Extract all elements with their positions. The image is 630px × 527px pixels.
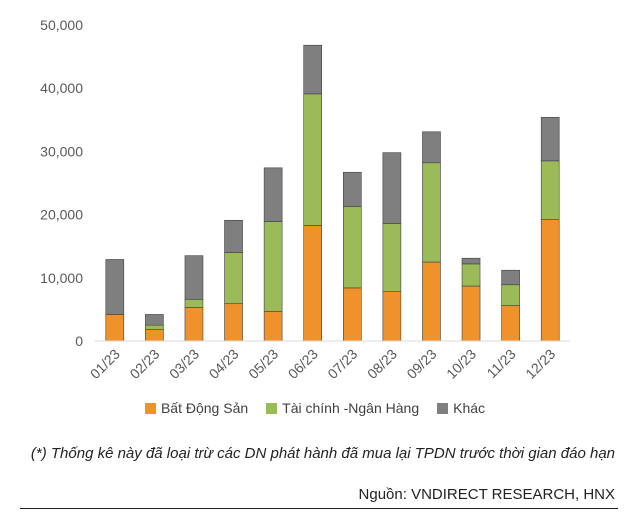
stacked-bar-chart: 0 10,000 20,000 30,000 40,000 50,000 01/23 02/… — [40, 17, 570, 382]
x-tick-label: 03/23 — [166, 346, 202, 382]
bar-segment — [461, 257, 481, 265]
bar-segment — [224, 252, 243, 305]
legend-swatch — [266, 402, 278, 414]
y-tick-label: 20,000 — [40, 207, 83, 223]
legend-label: Bất Động Sản — [160, 400, 249, 416]
bar-segment — [224, 219, 243, 253]
bar-segment — [263, 221, 283, 312]
bar-segment — [184, 255, 204, 300]
footnote: (*) Thống kê này đã loại trừ các DN phát… — [30, 445, 615, 462]
y-tick-label: 0 — [75, 333, 83, 349]
bar-segment — [303, 44, 323, 95]
bar-segment — [461, 285, 481, 342]
legend-label: Tài chính -Ngân Hàng — [282, 400, 420, 416]
bar-segment — [382, 291, 402, 342]
bar-segment — [342, 206, 362, 289]
y-tick-label: 50,000 — [40, 17, 83, 33]
bar-segment — [224, 303, 243, 342]
bar-segment — [145, 324, 164, 330]
y-axis: 0 10,000 20,000 30,000 40,000 50,000 — [40, 17, 83, 349]
bar-segment — [540, 219, 560, 342]
bar-segment — [303, 225, 323, 342]
x-tick-label: 08/23 — [364, 346, 400, 382]
x-tick-label: 11/23 — [483, 346, 519, 382]
bar-segment — [263, 310, 283, 342]
x-axis: 01/23 02/23 03/23 04/23 05/23 06/23 07/23 08/23… — [87, 346, 559, 382]
bar-segment — [342, 171, 362, 207]
bar-segment — [145, 329, 164, 342]
bar-segment — [184, 298, 204, 308]
bar-segment — [540, 160, 560, 220]
y-tick-label: 30,000 — [40, 143, 83, 159]
bar-segment — [184, 307, 204, 342]
x-tick-label: 12/23 — [522, 346, 558, 382]
bar-segment — [263, 167, 283, 222]
legend-swatch — [144, 402, 156, 414]
bar-segment — [501, 269, 520, 286]
legend-item: Bất Động Sản — [144, 400, 249, 416]
bar-segment — [105, 259, 125, 315]
x-tick-label: 02/23 — [126, 346, 162, 382]
x-tick-label: 05/23 — [245, 346, 281, 382]
legend-swatch — [437, 402, 449, 414]
y-tick-label: 40,000 — [40, 80, 83, 96]
bar-segment — [382, 223, 402, 293]
legend-item: Khác — [437, 400, 485, 416]
legend: Bất Động Sản Tài chính -Ngân Hàng Khác — [0, 400, 630, 416]
legend-item: Tài chính -Ngân Hàng — [266, 400, 419, 416]
bar-segment — [342, 287, 362, 342]
bar-segment — [422, 131, 441, 164]
bar-segment — [501, 284, 520, 306]
bottom-rule — [20, 508, 618, 509]
bar-segment — [422, 162, 441, 263]
legend-label: Khác — [453, 400, 486, 416]
bar-segment — [422, 261, 441, 342]
bar-segment — [303, 93, 323, 226]
bars — [105, 44, 560, 342]
x-tick-label: 06/23 — [285, 346, 321, 382]
bar-segment — [105, 314, 125, 342]
bar-segment — [540, 116, 560, 162]
bar-segment — [382, 152, 402, 224]
x-tick-label: 07/23 — [324, 346, 360, 382]
x-tick-label: 01/23 — [87, 346, 123, 382]
x-tick-label: 10/23 — [443, 346, 479, 382]
x-tick-label: 04/23 — [206, 346, 242, 382]
bar-segment — [501, 305, 520, 342]
bar-segment — [461, 263, 481, 287]
y-tick-label: 10,000 — [40, 270, 83, 286]
source-note: Nguồn: VNDIRECT RESEARCH, HNX — [358, 486, 615, 503]
bar-segment — [145, 314, 164, 326]
x-tick-label: 09/23 — [403, 346, 439, 382]
